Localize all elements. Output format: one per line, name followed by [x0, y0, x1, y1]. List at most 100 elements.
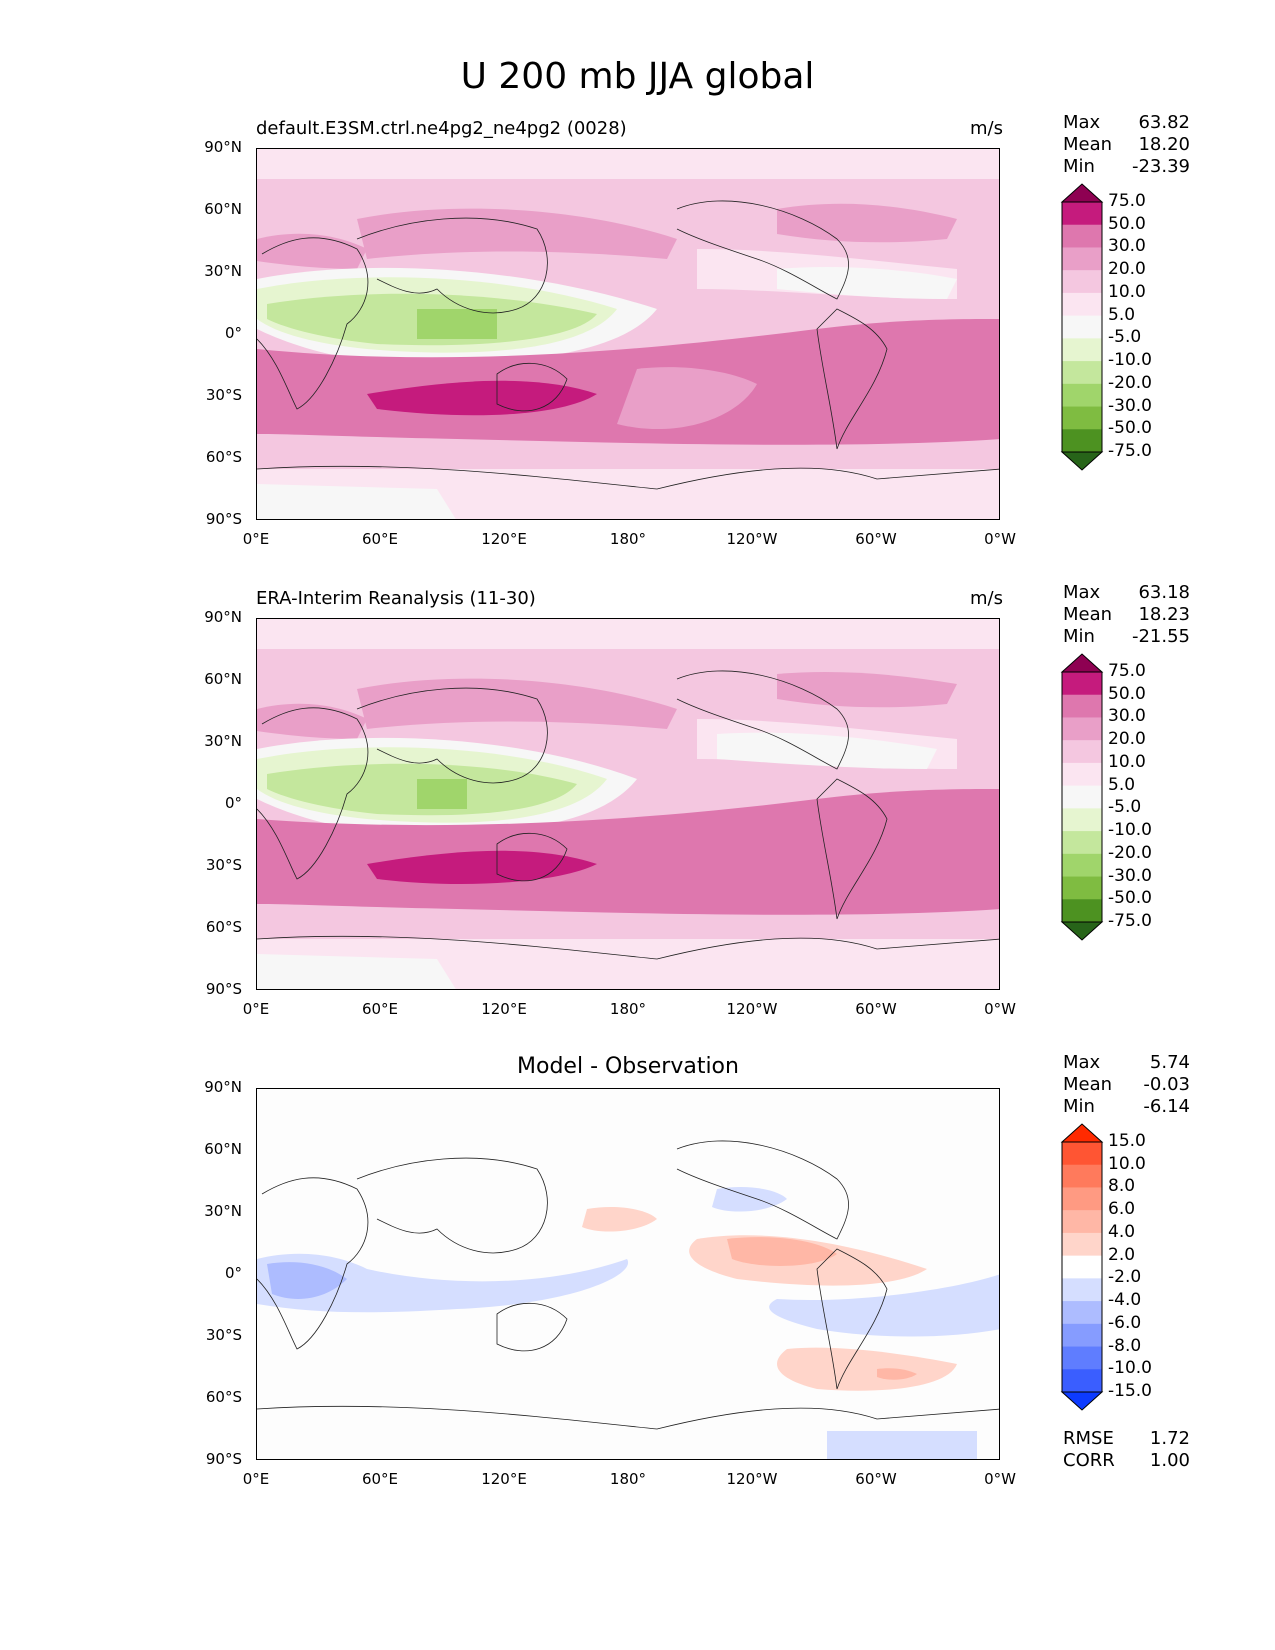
colorbar-bin: [1062, 853, 1102, 878]
panel-units: m/s: [970, 118, 1003, 139]
contour-band: [777, 203, 957, 243]
colorbar-bin: [1062, 1301, 1102, 1325]
lat-tick: 30°S: [205, 1326, 242, 1344]
colorbar-bin: [1062, 785, 1102, 809]
lat-tick: 30°S: [205, 386, 242, 404]
colorbar-bin: [1062, 740, 1102, 764]
contour-band: [357, 208, 677, 259]
lat-tick: 60°N: [204, 1140, 242, 1158]
stat-min: -23.39: [1131, 156, 1190, 177]
colorbar-bin: [1062, 831, 1102, 855]
colorbar-cap-top: [1060, 183, 1104, 203]
colorbar-cap-bottom: [1060, 1391, 1104, 1411]
colorbar-tick-label: 20.0: [1108, 259, 1146, 280]
corr-value: 1.00: [1149, 1450, 1190, 1471]
stat-mean: 18.23: [1138, 604, 1190, 625]
map-field: [256, 618, 1000, 990]
colorbar-tick-label: -20.0: [1108, 372, 1152, 393]
colorbar-tick-label: -30.0: [1108, 865, 1152, 886]
contour-band: [582, 1207, 657, 1232]
colorbar-bin: [1062, 1278, 1102, 1302]
colorbar-tick-label: 5.0: [1108, 774, 1136, 795]
colorbar-tick-label: 75.0: [1108, 661, 1146, 681]
lon-tick: 120°W: [726, 1470, 778, 1488]
panel-model: default.E3SM.ctrl.ne4pg2_ne4pg2 (0028) m…: [0, 112, 1275, 588]
lat-tick: 90°S: [205, 980, 242, 998]
lat-tick: 0°: [224, 1264, 242, 1282]
lat-tick: 0°: [224, 324, 242, 342]
contour-field: [257, 1089, 999, 1459]
colorbar-bin: [1062, 1255, 1102, 1279]
stat-mean: -0.03: [1143, 1074, 1190, 1095]
lat-tick: 90°N: [204, 608, 242, 626]
colorbar-tick-label: -15.0: [1108, 1381, 1152, 1401]
colorbar-bin: [1062, 315, 1102, 339]
colorbar-tick-label: -8.0: [1108, 1335, 1142, 1356]
lon-tick: 0°E: [242, 1470, 270, 1488]
lat-tick: 30°N: [204, 262, 242, 280]
colorbar-cap-top: [1060, 653, 1104, 673]
colorbar-tick-label: -2.0: [1108, 1267, 1142, 1288]
colorbar-bin: [1062, 202, 1102, 226]
colorbar-tick-label: -50.0: [1108, 418, 1152, 439]
colorbar-tick-label: 2.0: [1108, 1244, 1136, 1265]
colorbar-tick-label: -10.0: [1108, 820, 1152, 841]
panel-difference: Model - Observation 90°N 60°N 30°: [0, 1052, 1275, 1528]
colorbar-bin: [1062, 1323, 1102, 1348]
panel-title: Model - Observation: [517, 1054, 739, 1079]
colorbar-tick-label: 50.0: [1108, 213, 1146, 234]
contour-field: [257, 619, 999, 989]
colorbar-tick-label: 4.0: [1108, 1221, 1136, 1242]
stat-label: Max: [1063, 1052, 1101, 1073]
colorbar-bin: [1062, 1369, 1102, 1393]
rmse-value: 1.72: [1149, 1428, 1190, 1449]
stat-label: Mean: [1063, 1074, 1113, 1095]
stat-label: Mean: [1063, 134, 1113, 155]
panel-units: m/s: [970, 588, 1003, 609]
rmse-label: RMSE: [1063, 1428, 1114, 1449]
contour-band: [357, 678, 677, 729]
colorbar-tick-label: 5.0: [1108, 304, 1136, 325]
contour-band: [257, 703, 367, 739]
colorbar-bin: [1062, 406, 1102, 430]
contour-band: [727, 1237, 837, 1266]
colorbar-tick-label: -5.0: [1108, 797, 1142, 818]
panel-title: default.E3SM.ctrl.ne4pg2_ne4pg2 (0028): [256, 118, 627, 139]
lat-tick: 90°N: [204, 1078, 242, 1096]
colorbar-tick-label: -6.0: [1108, 1312, 1142, 1333]
lat-tick: 60°S: [205, 918, 242, 936]
colorbar-bin: [1062, 1210, 1102, 1234]
lon-tick: 180°: [609, 530, 647, 548]
figure-title: U 200 mb JJA global: [460, 56, 815, 97]
colorbar-tick-label: -5.0: [1108, 327, 1142, 348]
contour-band: [617, 367, 757, 430]
map-field: [256, 1088, 1000, 1460]
colorbar-bin: [1062, 1232, 1102, 1257]
error-metrics: RMSE 1.72 CORR 1.00: [1063, 1428, 1190, 1472]
lon-tick: 60°E: [361, 530, 399, 548]
colorbar-tick-label: 20.0: [1108, 729, 1146, 750]
contour-band: [417, 309, 497, 339]
contour-band: [712, 1187, 787, 1212]
stat-max: 5.74: [1149, 1052, 1190, 1073]
lat-tick: 0°: [224, 794, 242, 812]
colorbar: [1060, 183, 1104, 471]
lat-tick: 90°S: [205, 1450, 242, 1468]
colorbar-tick-label: 30.0: [1108, 236, 1146, 257]
coastlines: [257, 670, 999, 960]
colorbar-bin: [1062, 1142, 1102, 1166]
colorbar-tick-label: 10.0: [1108, 281, 1146, 302]
colorbar-tick-label: -4.0: [1108, 1290, 1142, 1311]
lon-tick: 60°E: [361, 1470, 399, 1488]
lon-tick: 120°W: [726, 530, 778, 548]
lat-tick: 30°N: [204, 732, 242, 750]
colorbar-bin: [1062, 899, 1102, 923]
contour-band: [367, 380, 597, 416]
contour-band: [777, 1347, 957, 1391]
colorbar-cap-top: [1060, 1123, 1104, 1143]
contour-band: [769, 1274, 999, 1337]
lon-tick: 0°E: [242, 530, 270, 548]
lon-tick: 0°W: [984, 1470, 1016, 1488]
colorbar-bin: [1062, 247, 1102, 271]
colorbar-tick-label: 75.0: [1108, 191, 1146, 211]
